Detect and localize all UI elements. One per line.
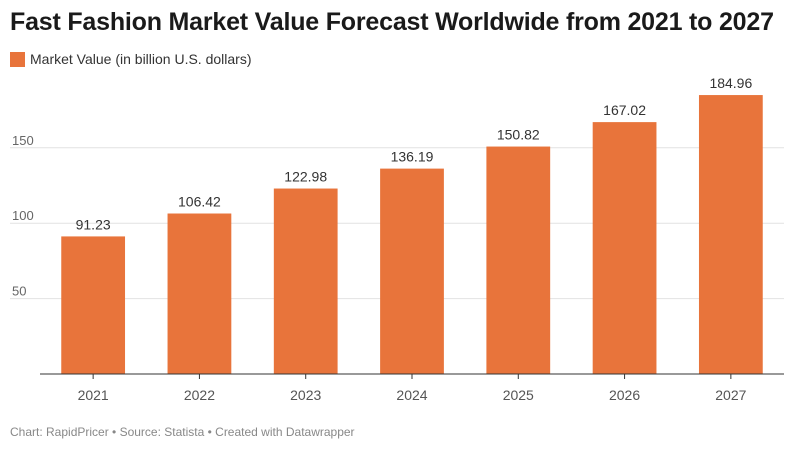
legend: Market Value (in billion U.S. dollars) bbox=[10, 51, 252, 67]
chart-title: Fast Fashion Market Value Forecast World… bbox=[10, 8, 774, 36]
y-tick-label: 150 bbox=[12, 133, 34, 148]
bar-value-label: 167.02 bbox=[603, 102, 646, 118]
bar bbox=[61, 236, 126, 374]
x-tick-label: 2025 bbox=[503, 387, 534, 403]
x-tick-label: 2026 bbox=[609, 387, 640, 403]
bar bbox=[592, 122, 657, 374]
bar-value-label: 122.98 bbox=[284, 169, 327, 185]
bar bbox=[380, 168, 444, 374]
x-tick-label: 2024 bbox=[396, 387, 427, 403]
bar-value-label: 184.96 bbox=[709, 75, 752, 91]
bar-value-label: 106.42 bbox=[178, 194, 221, 210]
bar bbox=[273, 188, 338, 374]
bar-value-label: 136.19 bbox=[391, 149, 434, 165]
bar bbox=[698, 95, 763, 374]
x-tick-label: 2023 bbox=[290, 387, 321, 403]
y-tick-label: 100 bbox=[12, 208, 34, 223]
bar-value-label: 150.82 bbox=[497, 127, 540, 143]
bar bbox=[486, 146, 551, 374]
x-tick-label: 2022 bbox=[184, 387, 215, 403]
legend-swatch bbox=[10, 51, 25, 67]
chart-footer: Chart: RapidPricer • Source: Statista • … bbox=[10, 425, 355, 439]
x-tick-label: 2027 bbox=[715, 387, 746, 403]
bar-value-label: 91.23 bbox=[76, 216, 111, 232]
x-tick-label: 2021 bbox=[78, 387, 109, 403]
legend-label: Market Value (in billion U.S. dollars) bbox=[30, 51, 252, 67]
y-tick-label: 50 bbox=[12, 284, 26, 299]
bar bbox=[167, 213, 232, 374]
